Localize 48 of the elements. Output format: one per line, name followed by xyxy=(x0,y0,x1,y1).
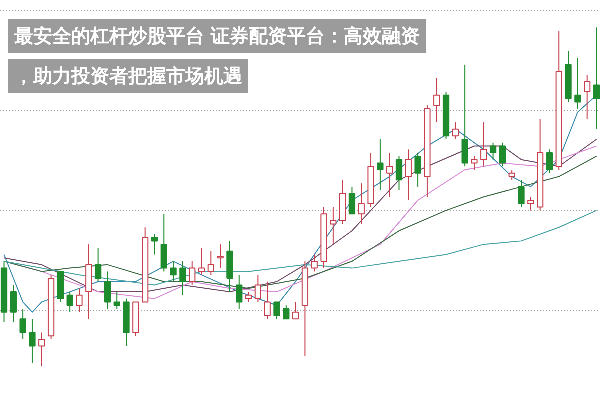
text: 最安全的杠杆炒股平台 证券配资平台：高效融资，助力投资者把握市场机遇 xyxy=(14,26,420,88)
candlestick xyxy=(414,152,422,188)
candlestick xyxy=(546,149,554,174)
candlestick xyxy=(66,292,74,313)
candlestick xyxy=(434,78,440,124)
candlestick xyxy=(330,206,337,246)
candlestick xyxy=(348,186,356,215)
candlestick xyxy=(518,180,525,208)
candlestick xyxy=(462,64,468,168)
candlestick xyxy=(264,281,271,320)
candlestick xyxy=(584,74,591,120)
candlestick xyxy=(292,302,300,320)
candlestick xyxy=(189,261,196,286)
candlestick xyxy=(217,244,224,269)
candlestick xyxy=(245,292,252,303)
candlestick xyxy=(377,138,384,191)
candlestick xyxy=(574,58,582,110)
candlestick xyxy=(471,156,478,170)
candlestick xyxy=(170,261,177,282)
candlestick xyxy=(10,284,17,324)
candlestick xyxy=(198,247,206,276)
candlestick xyxy=(151,234,158,256)
candlestick xyxy=(452,122,459,140)
candlestick xyxy=(114,292,120,310)
candlestick xyxy=(236,274,243,310)
candlestick xyxy=(29,318,36,364)
candlestick xyxy=(480,122,488,168)
candlestick xyxy=(274,302,280,320)
candlestick xyxy=(358,183,365,225)
candlestick xyxy=(254,274,262,303)
candlestick xyxy=(94,247,102,282)
candlestick xyxy=(490,142,497,160)
candlestick xyxy=(528,196,534,212)
candlestick xyxy=(76,288,83,313)
candlestick xyxy=(20,308,26,340)
candlestick xyxy=(396,156,403,191)
candlestick xyxy=(38,332,46,368)
candlestick xyxy=(104,271,112,310)
candlestick xyxy=(593,27,600,130)
candlestick xyxy=(180,261,186,296)
candlestick xyxy=(499,142,506,168)
candlestick xyxy=(208,250,214,276)
candlestick xyxy=(311,254,318,272)
candlestick xyxy=(283,305,290,320)
candlestick xyxy=(160,214,168,272)
candlestick xyxy=(386,152,394,198)
candlestick xyxy=(508,170,516,181)
candlestick xyxy=(405,149,412,202)
